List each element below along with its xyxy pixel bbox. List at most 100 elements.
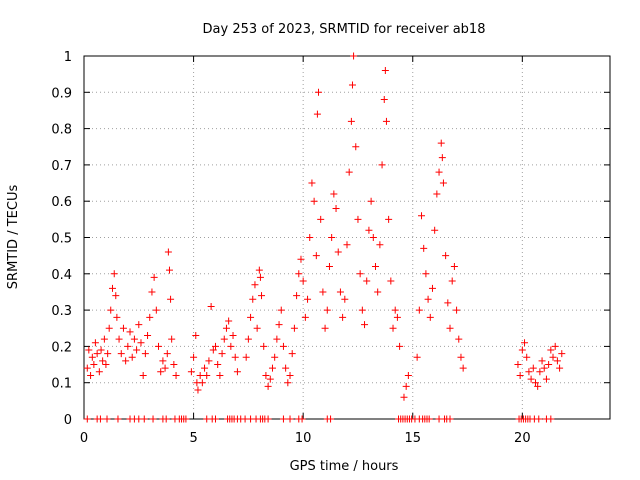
data-point-zero: [547, 415, 555, 423]
data-point-zero: [327, 415, 335, 423]
data-point: [435, 168, 443, 176]
data-point: [247, 313, 255, 321]
data-point: [268, 364, 276, 372]
data-point: [164, 248, 172, 256]
data-point: [255, 266, 263, 274]
data-point: [108, 284, 116, 292]
data-point: [222, 324, 230, 332]
data-point: [304, 295, 312, 303]
data-point: [93, 350, 101, 358]
data-point: [279, 342, 287, 350]
x-tick-label: 5: [189, 431, 197, 446]
data-point: [431, 226, 439, 234]
data-point: [135, 321, 143, 329]
data-point: [534, 382, 542, 390]
data-point: [420, 244, 428, 252]
chart-title: Day 253 of 2023, SRMTID for receiver ab1…: [203, 22, 486, 37]
data-point: [301, 313, 309, 321]
data-point-zero: [425, 415, 433, 423]
data-point: [100, 335, 108, 343]
data-point: [536, 368, 544, 376]
data-point: [354, 215, 362, 223]
data-point: [159, 357, 167, 365]
data-point: [358, 306, 366, 314]
data-point: [137, 339, 145, 347]
data-point: [115, 335, 123, 343]
data-point: [201, 364, 209, 372]
data-point: [207, 302, 215, 310]
data-point: [317, 215, 325, 223]
data-point: [139, 371, 147, 379]
data-point: [442, 252, 450, 260]
data-point: [196, 371, 204, 379]
data-point: [556, 364, 564, 372]
data-point: [110, 270, 118, 278]
data-point: [336, 288, 344, 296]
data-point: [400, 393, 408, 401]
data-point: [107, 306, 115, 314]
data-point: [341, 295, 349, 303]
data-point: [381, 67, 389, 75]
y-tick-label: 0.6: [51, 195, 72, 210]
data-point: [172, 371, 180, 379]
y-tick-label: 1: [64, 50, 72, 65]
data-point: [518, 346, 526, 354]
data-point: [212, 342, 219, 350]
data-point: [523, 353, 531, 361]
data-point: [393, 313, 401, 321]
data-point-zero: [298, 415, 306, 423]
data-point: [439, 179, 447, 187]
data-point: [290, 324, 298, 332]
data-point: [249, 295, 257, 303]
data-point: [192, 332, 200, 340]
data-point: [295, 270, 303, 278]
data-point: [277, 306, 285, 314]
data-point-zero: [162, 415, 170, 423]
data-point: [297, 255, 305, 263]
y-tick-label: 0.1: [51, 377, 72, 392]
grid: [84, 56, 610, 419]
data-point: [547, 346, 555, 354]
data-point: [286, 371, 294, 379]
data-point: [102, 361, 110, 369]
data-point-zero: [446, 415, 454, 423]
data-point: [251, 281, 259, 289]
data-point: [315, 88, 323, 96]
data-point: [343, 241, 351, 249]
data-point: [244, 335, 252, 343]
data-point: [371, 263, 379, 271]
data-point: [288, 350, 296, 358]
data-point: [253, 324, 261, 332]
data-point: [391, 306, 399, 314]
data-point: [168, 335, 176, 343]
data-point-zero: [114, 415, 122, 423]
data-point: [198, 379, 206, 387]
data-point: [444, 299, 452, 307]
data-point: [165, 266, 173, 274]
data-point: [450, 263, 458, 271]
data-point: [187, 368, 195, 376]
data-point: [545, 361, 553, 369]
data-point: [306, 234, 314, 241]
data-point: [389, 324, 397, 332]
y-tick-label: 0.8: [51, 123, 72, 138]
data-point-zero: [212, 415, 219, 423]
data-point: [167, 295, 175, 303]
data-point: [157, 368, 165, 376]
data-point: [105, 324, 113, 332]
data-point: [446, 324, 454, 332]
data-point: [293, 292, 301, 300]
data-point: [428, 284, 436, 292]
data-point: [128, 353, 136, 361]
data-point: [256, 273, 264, 281]
data-point: [380, 96, 388, 104]
data-point: [396, 342, 404, 350]
data-point: [225, 317, 233, 325]
data-point: [516, 371, 524, 379]
data-point: [422, 270, 430, 278]
data-point: [424, 295, 432, 303]
data-point-zero: [83, 415, 91, 423]
y-tick-label: 0.2: [51, 340, 72, 355]
data-point: [361, 321, 369, 329]
data-point: [525, 368, 533, 376]
